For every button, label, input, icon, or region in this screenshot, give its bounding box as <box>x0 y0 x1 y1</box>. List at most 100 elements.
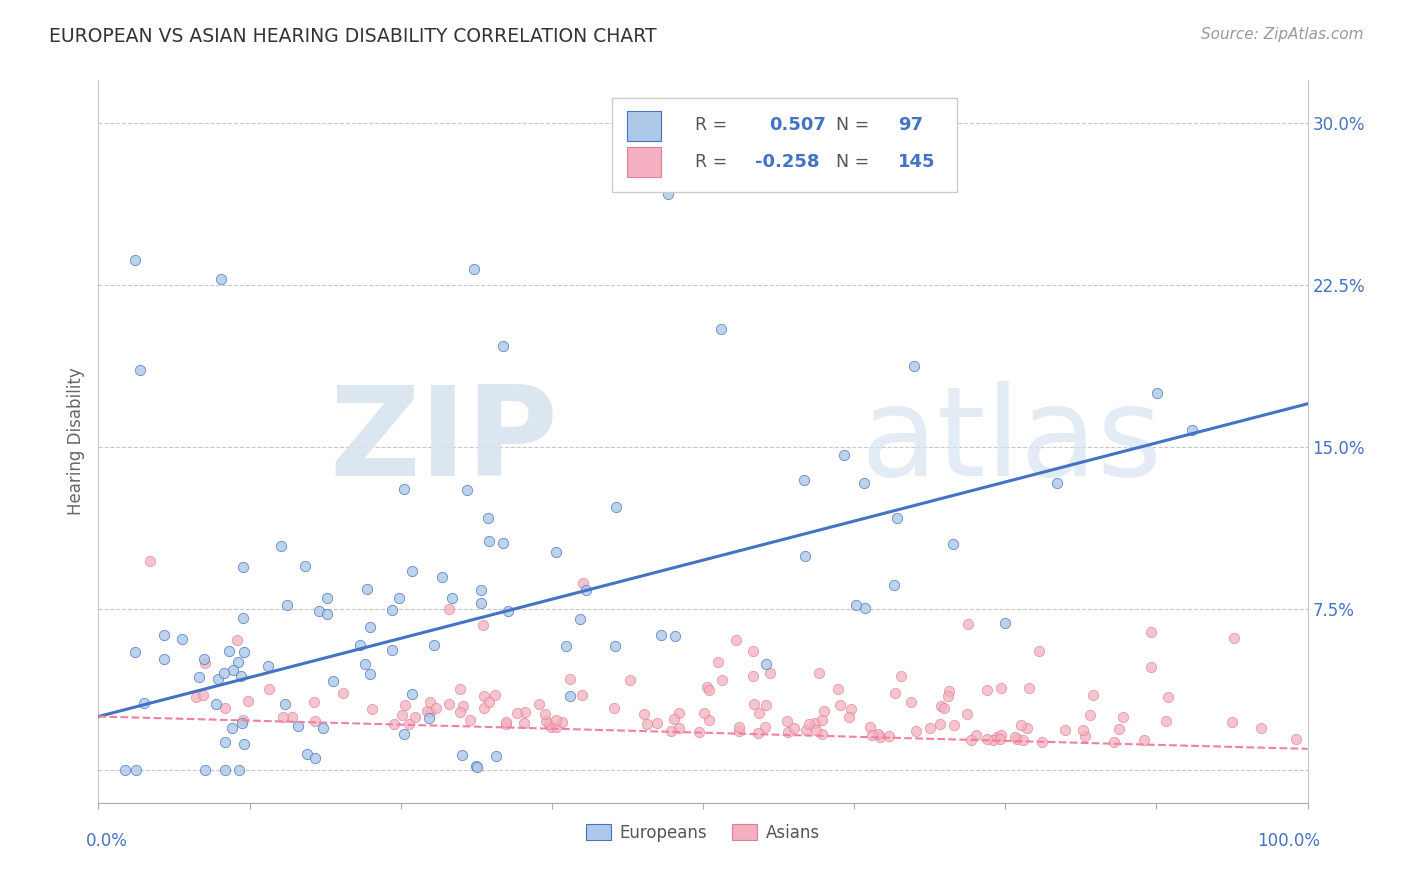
Point <box>794 723 817 738</box>
Point <box>214 735 236 749</box>
Point <box>276 598 298 612</box>
Point <box>956 707 979 722</box>
Point <box>965 728 987 742</box>
Point <box>1139 660 1161 674</box>
Point <box>349 638 371 652</box>
Point <box>513 716 536 731</box>
FancyBboxPatch shape <box>627 147 661 177</box>
Point <box>485 748 508 763</box>
Point <box>294 559 316 574</box>
Point <box>232 610 254 624</box>
Point <box>449 705 471 719</box>
Point <box>184 690 207 705</box>
Point <box>477 533 499 548</box>
Point <box>869 730 891 744</box>
Point <box>232 737 254 751</box>
Point <box>605 639 627 653</box>
Point <box>513 705 536 719</box>
Point <box>1154 714 1177 728</box>
Point <box>918 721 941 735</box>
Point <box>1010 718 1032 732</box>
Point <box>727 720 749 734</box>
Text: 100.0%: 100.0% <box>1257 831 1320 850</box>
Point <box>845 598 868 612</box>
Point <box>207 673 229 687</box>
Point <box>1053 723 1076 738</box>
Point <box>571 688 593 702</box>
Point <box>544 720 567 734</box>
Point <box>837 709 859 723</box>
Point <box>811 727 834 741</box>
Point <box>742 697 765 711</box>
Point <box>957 617 980 632</box>
Point <box>900 695 922 709</box>
Point <box>359 667 381 681</box>
Point <box>981 732 1004 747</box>
Point <box>1074 729 1097 743</box>
Point <box>1285 732 1308 747</box>
Point <box>1081 688 1104 702</box>
Point <box>226 632 249 647</box>
Point <box>505 706 527 721</box>
Point <box>437 602 460 616</box>
Point <box>551 714 574 729</box>
Point <box>492 536 515 550</box>
Point <box>315 591 337 606</box>
Point <box>560 689 582 703</box>
Point <box>398 717 420 731</box>
Point <box>495 714 517 729</box>
Point <box>221 721 243 735</box>
Point <box>571 575 593 590</box>
Point <box>852 475 875 490</box>
Point <box>302 695 325 709</box>
Point <box>827 682 849 697</box>
Point <box>650 628 672 642</box>
Point <box>1078 707 1101 722</box>
Point <box>575 582 598 597</box>
Point <box>415 704 437 718</box>
Point <box>1102 734 1125 748</box>
Point <box>419 695 441 709</box>
Point <box>636 716 658 731</box>
Point <box>1157 690 1180 704</box>
Point <box>304 714 326 728</box>
Point <box>783 721 806 735</box>
Point <box>724 633 747 648</box>
Point <box>152 652 174 666</box>
Text: EUROPEAN VS ASIAN HEARING DISABILITY CORRELATION CHART: EUROPEAN VS ASIAN HEARING DISABILITY COR… <box>49 27 657 45</box>
Point <box>747 725 769 739</box>
Point <box>221 663 243 677</box>
Point <box>125 764 148 778</box>
Point <box>793 549 815 563</box>
Point <box>316 607 339 622</box>
Point <box>645 715 668 730</box>
Point <box>558 672 581 686</box>
Point <box>688 724 710 739</box>
Point <box>229 669 252 683</box>
Point <box>432 570 454 584</box>
Point <box>492 339 515 353</box>
Point <box>776 714 799 728</box>
Point <box>465 760 488 774</box>
Point <box>755 657 778 672</box>
Point <box>287 719 309 733</box>
Text: 145: 145 <box>897 153 935 170</box>
Point <box>883 686 905 700</box>
Point <box>391 707 413 722</box>
Point <box>401 564 423 578</box>
Point <box>232 645 254 659</box>
Point <box>758 666 780 681</box>
Point <box>1031 734 1053 748</box>
Point <box>834 448 856 462</box>
Point <box>1220 715 1243 730</box>
Text: R =: R = <box>695 117 727 135</box>
Point <box>257 681 280 696</box>
Point <box>472 618 495 632</box>
Point <box>381 603 404 617</box>
Point <box>754 720 776 734</box>
Point <box>356 582 378 597</box>
Point <box>1108 722 1130 736</box>
Point <box>742 669 765 683</box>
Text: 0.507: 0.507 <box>769 117 827 135</box>
Point <box>858 720 880 734</box>
